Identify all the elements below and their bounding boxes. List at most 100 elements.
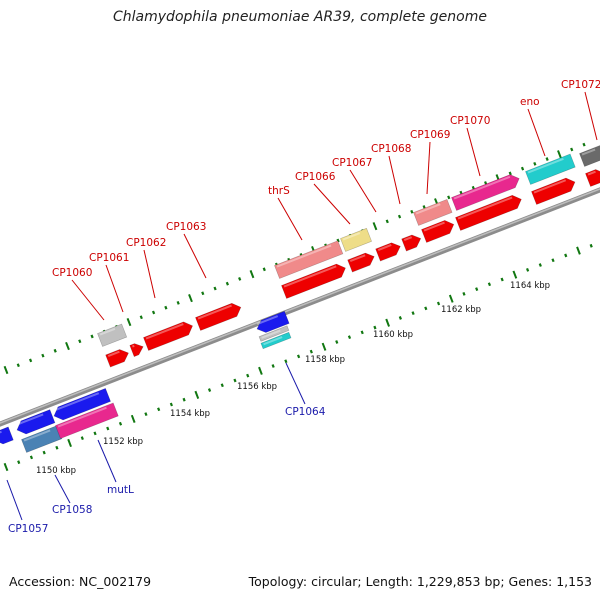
- inner-tick-3: [42, 450, 46, 455]
- gene-cp1056-shine: [16, 413, 44, 426]
- gene-cp1059-shine: [53, 392, 100, 412]
- gene-cp1064-b-shine: [263, 336, 283, 346]
- outer-tick-7: [90, 334, 94, 339]
- gene-cp1064-c-shine: [261, 329, 281, 339]
- leader-cp1058: [54, 474, 71, 504]
- inner-tick-22: [284, 359, 288, 364]
- inner-tick-41: [525, 267, 530, 272]
- reverse-gene-labels: CP1057 CP1058 mutL CP1064: [8, 406, 326, 535]
- leader-cp1068: [388, 155, 401, 205]
- leader-cp1061: [105, 264, 124, 313]
- gene-label-cp1067: CP1067: [332, 157, 372, 169]
- inner-tick-15: [194, 390, 200, 399]
- gene-cp1069-shine: [423, 221, 445, 232]
- gene-label-cp1066: CP1066: [295, 171, 336, 183]
- gene-eno-shine: [527, 157, 564, 174]
- gene-label-cp1068: CP1068: [371, 143, 411, 155]
- gene-label-eno: eno: [520, 96, 540, 108]
- inner-tick-5: [67, 438, 72, 448]
- gene-label-cp1061: CP1061: [89, 252, 129, 264]
- gene-cp1068: [375, 242, 401, 262]
- gene-cp1061-shine: [132, 344, 135, 348]
- leader-cp1070: [466, 127, 481, 177]
- gene-cp1057-shine: [0, 430, 2, 434]
- scale-label-1150: 1150 kbp: [36, 466, 76, 476]
- gene-cp1060-alt-shine: [99, 327, 116, 336]
- inner-tick-8: [106, 426, 110, 431]
- leader-eno: [527, 108, 546, 157]
- inner-tick-9: [118, 421, 123, 426]
- gene-label-cp1063: CP1063: [166, 221, 206, 233]
- inner-tick-6: [80, 436, 84, 441]
- outer-tick-19: [238, 277, 242, 281]
- outer-tick-0: [3, 365, 9, 375]
- map-title: Chlamydophila pneumoniae AR39, complete …: [113, 9, 487, 25]
- gene-eno-b: [531, 177, 576, 205]
- leader-cp1064: [285, 362, 306, 405]
- leader-cp1060: [71, 279, 105, 321]
- gene-label-cp1060: CP1060: [52, 267, 92, 279]
- gene-cp1070: [451, 174, 520, 211]
- gene-cp1064-b: [260, 331, 292, 350]
- inner-tick-12: [157, 407, 161, 412]
- inner-tick-43: [551, 258, 555, 263]
- outer-tick-4: [53, 348, 57, 353]
- inner-tick-29: [373, 325, 377, 330]
- outer-tick-11: [139, 315, 143, 320]
- gene-cp1060: [105, 349, 129, 368]
- gene-cp1067: [347, 252, 375, 273]
- leader-cp1067: [349, 169, 377, 213]
- inner-tick-35: [448, 294, 454, 303]
- leader-cp1057: [6, 479, 23, 521]
- gene-label-cp1070: CP1070: [450, 115, 490, 127]
- topology-text: Topology: circular; Length: 1,229,853 bp…: [248, 574, 592, 589]
- inner-tick-28: [360, 330, 364, 335]
- inner-tick-36: [462, 292, 466, 296]
- leader-cp1072: [584, 91, 598, 141]
- gene-cp1064: [256, 310, 290, 333]
- gene-cp1062-shine: [145, 323, 184, 340]
- inner-tick-4: [55, 445, 59, 450]
- scale-label-1160: 1160 kbp: [373, 330, 413, 340]
- gene-cp1070b: [455, 194, 522, 231]
- gene-cp1072b: [585, 169, 600, 187]
- gene-mutl: [55, 402, 119, 439]
- leader-cp1066: [313, 183, 351, 225]
- gene-cp1065: [281, 263, 346, 299]
- outer-tick-17: [213, 286, 217, 291]
- gene-cp1069: [421, 220, 455, 243]
- gene-cp1062: [143, 321, 193, 351]
- inner-tick-13: [169, 402, 173, 407]
- leader-cp1063: [183, 233, 207, 279]
- gene-cp1066-shine: [342, 232, 361, 241]
- inner-tick-18: [233, 378, 237, 383]
- outer-tick-21: [262, 267, 266, 272]
- gene-cp1057: [0, 426, 14, 445]
- inner-tick-14: [182, 397, 186, 402]
- gene-features: [0, 145, 600, 453]
- inner-tick-row: [3, 243, 593, 472]
- scale-label-1156: 1156 kbp: [237, 382, 277, 392]
- outer-tick-45: [557, 150, 562, 159]
- inner-tick-10: [130, 414, 136, 424]
- gene-cp1060-shine: [107, 350, 120, 358]
- inner-tick-37: [475, 287, 479, 291]
- outer-tick-36: [447, 195, 451, 200]
- outer-tick-16: [201, 291, 205, 296]
- leader-cp1062: [143, 249, 156, 299]
- inner-tick-16: [207, 388, 212, 392]
- gene-label-mutl: mutL: [107, 484, 134, 496]
- inner-tick-42: [538, 263, 542, 267]
- leader-thrs: [277, 197, 303, 241]
- gene-label-cp1057: CP1057: [8, 523, 48, 535]
- inner-tick-34: [436, 301, 441, 306]
- inner-tick-44: [564, 253, 568, 258]
- gene-cp1060-alt: [97, 323, 128, 347]
- outer-tick-33: [410, 209, 414, 214]
- gene-label-cp1062: CP1062: [126, 237, 166, 249]
- gene-cp1069-alt-shine: [415, 203, 441, 215]
- genome-backbone: [0, 187, 600, 427]
- outer-tick-14: [176, 300, 180, 305]
- inner-tick-40: [512, 270, 518, 279]
